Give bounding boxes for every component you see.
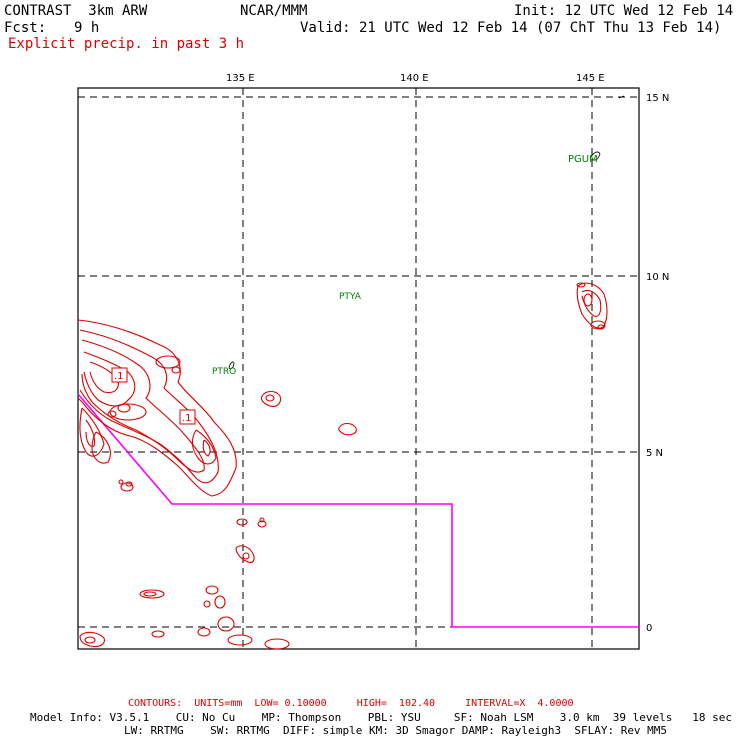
init-time: Init: 12 UTC Wed 12 Feb 14 xyxy=(514,3,734,19)
lon-label-145: 145 E xyxy=(576,73,605,84)
field-name: Explicit precip. in past 3 h xyxy=(8,36,245,52)
fcst-label: Fcst: xyxy=(4,20,47,36)
coastline xyxy=(228,95,625,370)
valid-time: Valid: 21 UTC Wed 12 Feb 14 (07 ChT Thu … xyxy=(300,20,722,36)
contours-info: CONTOURS: UNITS=mm LOW= 0.10000 HIGH= 10… xyxy=(128,698,574,709)
svg-text:.1: .1 xyxy=(114,371,124,382)
lat-label-5: 5 N xyxy=(646,448,663,459)
lat-label-15: 15 N xyxy=(646,93,669,104)
plot-title: CONTRAST 3km ARW xyxy=(4,3,148,19)
lat-label-0: 0 xyxy=(646,623,652,634)
contour-label-2: .1 xyxy=(179,409,196,425)
svg-text:.1: .1 xyxy=(182,413,192,424)
lon-label-135: 135 E xyxy=(226,73,255,84)
model-info-line2: LW: RRTMG SW: RRTMG DIFF: simple KM: 3D … xyxy=(124,724,668,737)
graticule xyxy=(78,88,639,649)
center-name: NCAR/MMM xyxy=(240,3,308,19)
lon-label-140: 140 E xyxy=(400,73,429,84)
model-info-line1: Model Info: V3.5.1 CU: No Cu MP: Thompso… xyxy=(30,711,732,724)
contour-label-1: .1 xyxy=(111,367,128,383)
lat-label-10: 10 N xyxy=(646,272,669,283)
map-frame xyxy=(77,87,640,650)
station-label-ptya: PTYA xyxy=(339,292,362,302)
station-label-ptro: PTRO xyxy=(212,367,236,377)
fcst-value: 9 h xyxy=(74,20,100,36)
station-label-pgum: PGUM xyxy=(568,154,598,165)
boundary-line xyxy=(77,393,639,628)
precip-contours xyxy=(77,282,608,650)
